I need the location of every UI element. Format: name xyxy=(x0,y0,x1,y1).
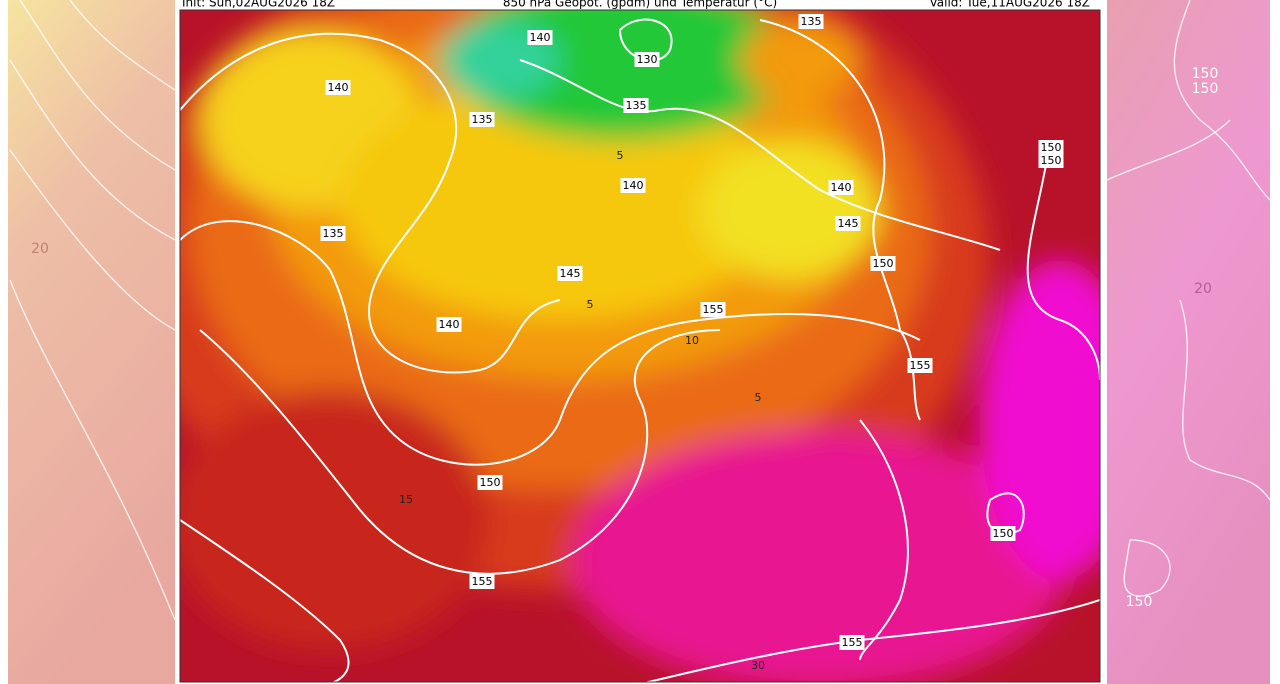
geopotential-label-box xyxy=(835,216,861,231)
right-panel xyxy=(1107,0,1270,684)
geopotential-label-box xyxy=(325,80,351,95)
geopotential-label-box xyxy=(700,302,726,317)
temperature-label: 5 xyxy=(617,149,624,162)
left-panel xyxy=(8,0,175,684)
temperature-label: 5 xyxy=(755,391,762,404)
geopotential-label-box xyxy=(469,112,495,127)
side-temperature-label: 20 xyxy=(31,241,49,257)
geopotential-label-box xyxy=(907,358,933,373)
right-isolines xyxy=(1106,0,1271,597)
geopotential-label: 140 xyxy=(530,31,551,44)
map-frame xyxy=(179,9,1101,683)
geopotential-label-box xyxy=(623,98,649,113)
geopotential-label-box xyxy=(1038,140,1064,155)
temperature-label: 5 xyxy=(587,298,594,311)
temperature-label: 30 xyxy=(751,659,765,672)
valid-time: Valid: Tue,11AUG2026 18Z xyxy=(930,0,1091,10)
geopotential-label: 155 xyxy=(910,359,931,372)
geopotential-label-box xyxy=(477,475,503,490)
geopotential-label-box xyxy=(798,14,824,29)
geopotential-label-box xyxy=(527,30,553,45)
geopotential-label: 135 xyxy=(323,227,344,240)
geopotential-label-box xyxy=(469,574,495,589)
geopotential-label-box xyxy=(620,178,646,193)
geopotential-label: 150 xyxy=(873,257,894,270)
geopotential-label: 145 xyxy=(560,267,581,280)
geopotential-label-box xyxy=(320,226,346,241)
geopotential-label: 155 xyxy=(703,303,724,316)
side-geopotential-label: 150 xyxy=(1126,594,1153,610)
map-field xyxy=(180,10,1100,682)
geopotential-label-box xyxy=(870,256,896,271)
geopotential-label: 135 xyxy=(626,99,647,112)
side-geopotential-label: 150 xyxy=(1192,66,1219,82)
geopotential-label-box xyxy=(557,266,583,281)
geopotential-label: 135 xyxy=(801,15,822,28)
geopotential-label: 130 xyxy=(637,53,658,66)
init-time: Init: Sun,02AUG2026 18Z xyxy=(182,0,335,10)
geopotential-label: 140 xyxy=(831,181,852,194)
geopotential-label-box xyxy=(1038,153,1064,168)
geopotential-label: 150 xyxy=(480,476,501,489)
geopotential-label: 155 xyxy=(842,636,863,649)
temperature-label: 15 xyxy=(399,493,413,506)
map-title: 850 hPa Geopot. (gpdm) und Temperatur (°… xyxy=(503,0,777,10)
geopotential-label: 135 xyxy=(472,113,493,126)
temperature-label: 10 xyxy=(685,334,699,347)
geopotential-label: 140 xyxy=(439,318,460,331)
geopotential-label-box xyxy=(839,635,865,650)
geopotential-label: 150 xyxy=(1041,141,1062,154)
geopotential-label: 145 xyxy=(838,217,859,230)
side-temperature-label: 20 xyxy=(1194,281,1212,297)
geopotential-label: 150 xyxy=(993,527,1014,540)
left-isolines xyxy=(9,0,176,621)
geopotential-label: 150 xyxy=(1041,154,1062,167)
geopotential-label: 155 xyxy=(472,575,493,588)
geopotential-label: 140 xyxy=(328,81,349,94)
geopotential-label: 140 xyxy=(623,179,644,192)
geopotential-label-box xyxy=(634,52,660,67)
geopotential-label-box xyxy=(990,526,1016,541)
geopotential-label-box xyxy=(436,317,462,332)
side-geopotential-label: 150 xyxy=(1192,81,1219,97)
geopotential-label-box xyxy=(828,180,854,195)
